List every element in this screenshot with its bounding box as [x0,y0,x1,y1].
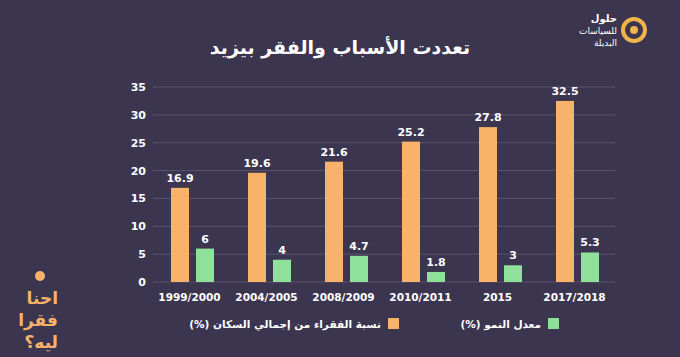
grid-line [153,198,615,199]
grid-line [153,170,615,171]
logo-text: حلول [591,13,617,25]
bar [479,127,497,282]
data-label: 4.7 [349,240,369,253]
brand-icon [35,271,45,281]
y-tick-label: 25 [131,137,146,150]
bar [273,260,291,282]
brand-text: ليه؟ [25,332,59,352]
title: تعددت الأسباب والفقر بيزيد [210,36,470,59]
y-tick-label: 0 [138,276,146,289]
data-label: 21.6 [320,146,347,159]
grid-line [153,114,615,115]
brand-text: احنا [27,288,58,308]
bars [171,101,599,282]
legend-label: نسبة الفقراء من إجمالي السكان (%) [189,318,381,331]
grid-line [153,226,615,227]
data-label: 3 [509,249,517,262]
data-label: 1.8 [426,256,446,269]
data-label: 32.5 [551,85,578,98]
grid-line [153,142,615,143]
bar [556,101,574,282]
grid-line [153,282,615,283]
bar [504,265,522,282]
data-label: 16.9 [166,172,193,185]
data-label: 4 [278,244,286,257]
y-tick-label: 15 [131,192,146,205]
brand-text: فقرا [18,310,58,331]
data-label: 5.3 [580,236,600,249]
bar [427,272,445,282]
logo-text: للسياسات [579,26,617,36]
x-tick-label: 2008/2009 [312,291,374,303]
y-tick-label: 30 [131,109,147,122]
y-tick-label: 20 [131,165,147,178]
bar [196,249,214,282]
grid-line [153,254,615,255]
x-tick-label: 2004/2005 [235,291,297,303]
x-tick-label: 1999/2000 [158,291,220,303]
bar [171,188,189,282]
grid-line [153,87,615,88]
y-tick-label: 5 [138,248,146,261]
background [0,0,680,357]
logo-icon [623,19,645,41]
y-tick-label: 35 [131,81,146,94]
chart: تعددت الأسباب والفقر بيزيد05101520253035… [0,0,680,357]
data-label: 19.6 [243,157,270,170]
data-label: 27.8 [474,111,501,124]
legend-swatch [548,318,559,329]
legend-label: معدل النمو (%) [461,318,541,331]
bar [325,162,343,282]
y-tick-label: 10 [131,220,147,233]
logo-icon [630,26,638,34]
bar [402,142,420,282]
data-label: 25.2 [397,126,424,139]
bar [581,252,599,282]
x-tick-label: 2015 [483,291,512,303]
bar [350,256,368,282]
bar [248,173,266,282]
legend-swatch [388,318,399,329]
logo-text: البديلة [594,38,617,48]
data-label: 6 [201,233,209,246]
x-tick-label: 2010/2011 [389,291,451,303]
x-tick-label: 2017/2018 [543,291,605,303]
